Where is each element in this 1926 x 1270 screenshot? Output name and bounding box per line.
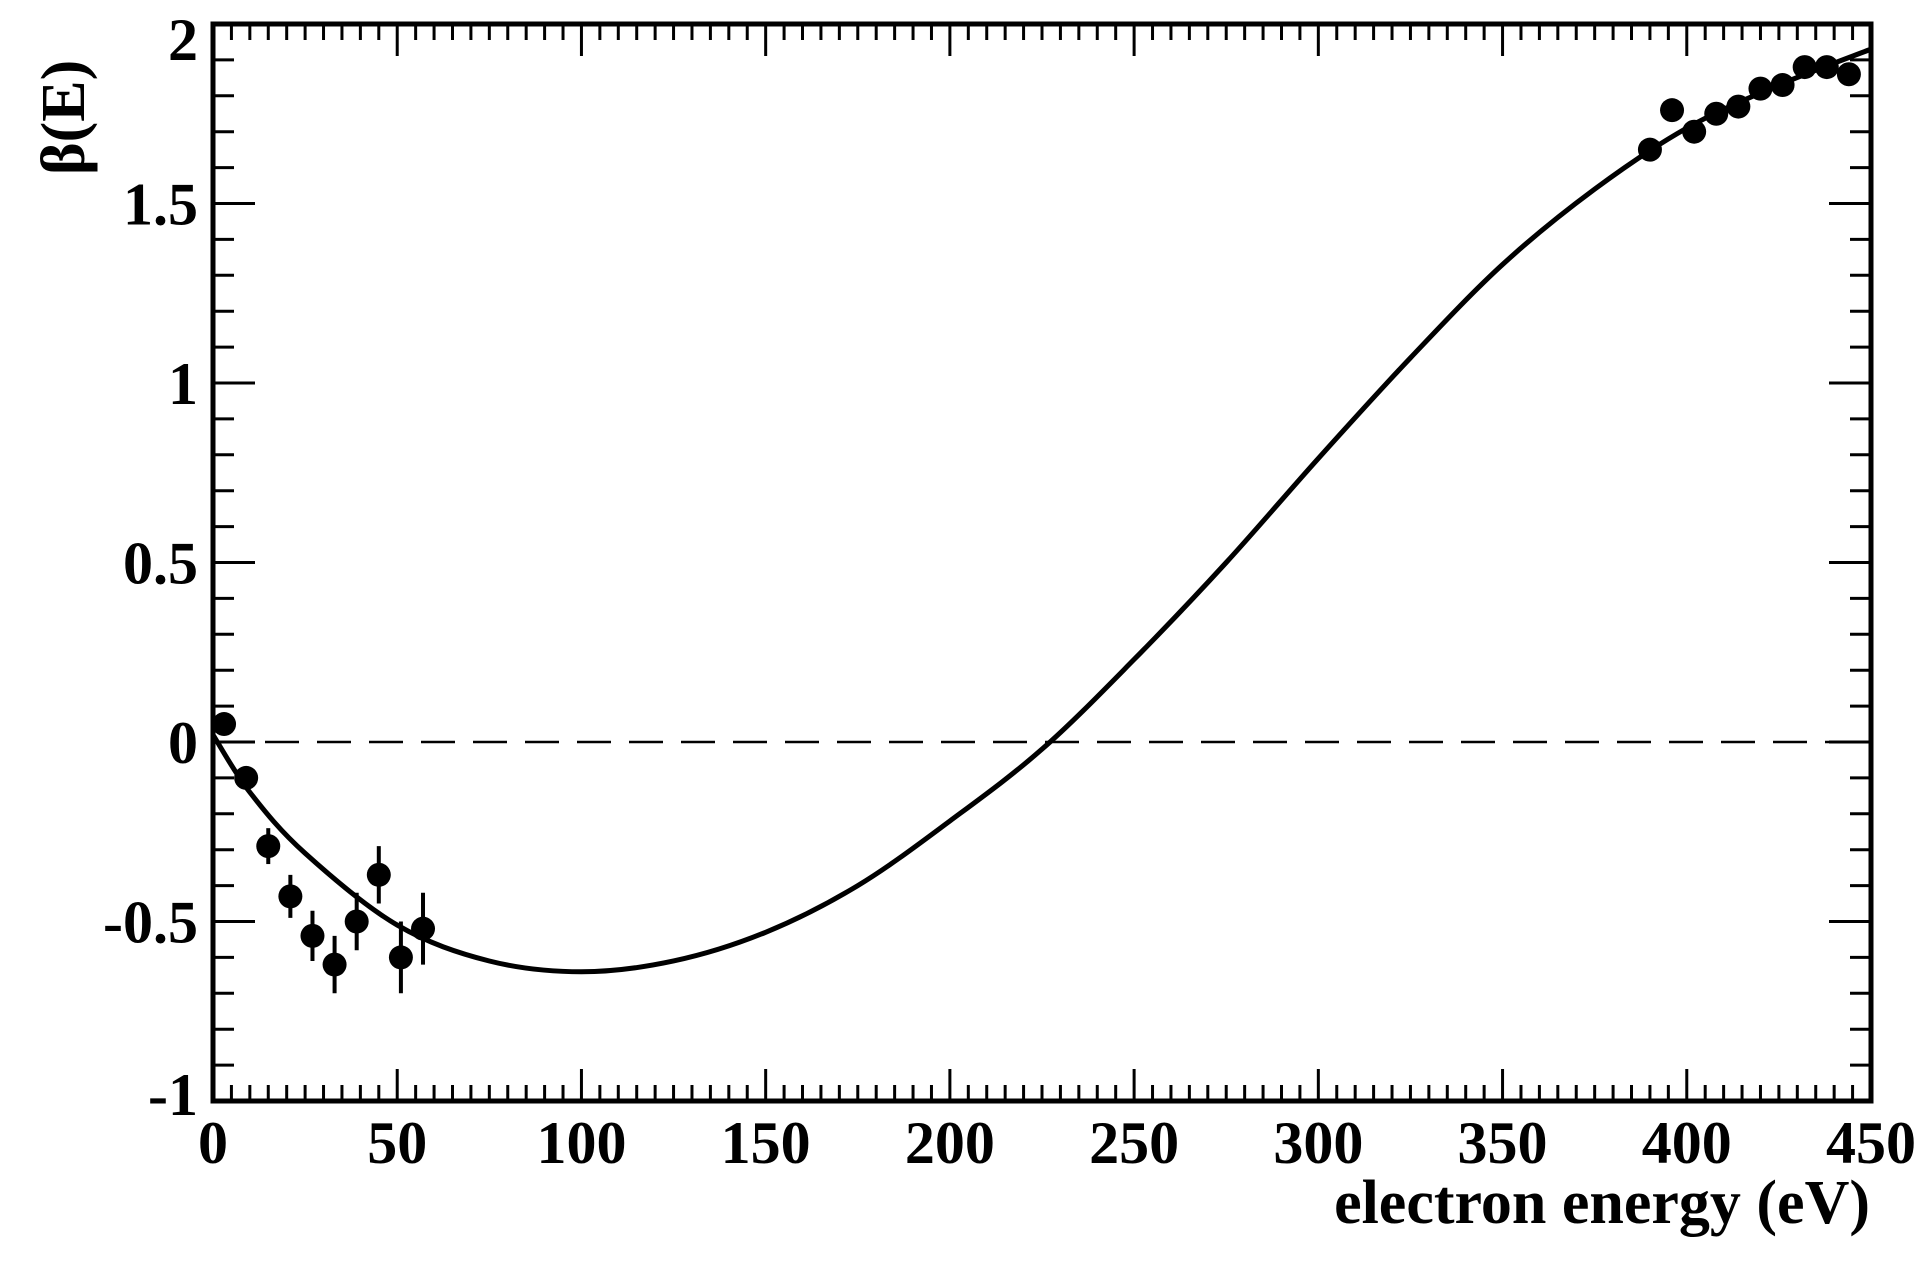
data-point bbox=[1726, 94, 1751, 119]
data-point bbox=[1682, 119, 1707, 144]
data-point-marker bbox=[1726, 94, 1751, 119]
x-tick-label: 150 bbox=[721, 1110, 811, 1176]
data-point bbox=[256, 828, 281, 865]
data-point bbox=[322, 935, 347, 994]
data-point-marker bbox=[1704, 101, 1729, 126]
y-tick-label: 0.5 bbox=[123, 531, 198, 597]
data-point bbox=[234, 765, 259, 790]
data-point-marker bbox=[366, 862, 391, 887]
data-point-marker bbox=[1682, 119, 1707, 144]
data-point-marker bbox=[300, 923, 325, 948]
data-point-marker bbox=[256, 834, 281, 859]
data-point-marker bbox=[1660, 98, 1685, 123]
data-point bbox=[1748, 76, 1773, 101]
x-tick-label: 0 bbox=[198, 1110, 228, 1176]
data-point bbox=[1814, 55, 1839, 80]
x-tick-labels: 0 50 100 150 200 250 300 350 400 450 bbox=[198, 1110, 1916, 1176]
data-point bbox=[1660, 98, 1685, 123]
x-tick-label: 300 bbox=[1273, 1110, 1363, 1176]
fit-curve bbox=[210, 46, 1872, 975]
y-tick-label: -1 bbox=[148, 1062, 198, 1128]
data-point bbox=[411, 892, 436, 965]
data-point-marker bbox=[1792, 55, 1817, 80]
data-point bbox=[344, 892, 369, 951]
plot-area-border bbox=[210, 21, 1874, 1104]
x-tick-label: 400 bbox=[1642, 1110, 1732, 1176]
data-point-marker bbox=[1748, 76, 1773, 101]
x-tick-label: 450 bbox=[1826, 1110, 1916, 1176]
data-point bbox=[278, 874, 303, 918]
data-point-marker bbox=[388, 945, 413, 970]
y-tick-labels: -1 -0.5 0 0.5 1 1.5 2 bbox=[103, 7, 198, 1128]
x-tick-label: 350 bbox=[1458, 1110, 1548, 1176]
y-tick-label: 1 bbox=[168, 351, 198, 417]
y-tick-label: -0.5 bbox=[103, 890, 198, 956]
x-tick-label: 250 bbox=[1089, 1110, 1179, 1176]
data-point bbox=[212, 712, 237, 737]
fit-curve-layer bbox=[210, 46, 1872, 975]
data-point bbox=[1836, 62, 1861, 87]
data-point-marker bbox=[212, 712, 237, 737]
axis-ticks bbox=[211, 22, 1873, 1103]
data-point-marker bbox=[344, 909, 369, 934]
data-points-layer bbox=[212, 55, 1861, 994]
data-point-marker bbox=[1770, 73, 1795, 98]
data-point-marker bbox=[1637, 137, 1662, 162]
data-point-marker bbox=[278, 884, 303, 909]
x-tick-label: 100 bbox=[536, 1110, 626, 1176]
x-tick-label: 50 bbox=[367, 1110, 427, 1176]
data-point bbox=[388, 921, 413, 994]
x-axis-label: electron energy (eV) bbox=[1334, 1169, 1870, 1237]
plot-frame bbox=[210, 21, 1874, 1104]
y-tick-label: 1.5 bbox=[123, 172, 198, 238]
data-point bbox=[300, 910, 325, 961]
x-tick-label: 200 bbox=[905, 1110, 995, 1176]
data-point bbox=[1770, 73, 1795, 98]
y-tick-label: 0 bbox=[168, 710, 198, 776]
data-point-marker bbox=[322, 952, 347, 977]
data-point-marker bbox=[1836, 62, 1861, 87]
data-point bbox=[1792, 55, 1817, 80]
data-point bbox=[1637, 137, 1662, 162]
data-point-marker bbox=[1814, 55, 1839, 80]
data-point-marker bbox=[234, 765, 259, 790]
data-point-marker bbox=[411, 916, 436, 941]
y-tick-label: 2 bbox=[168, 7, 198, 73]
y-axis-label: β(E) bbox=[30, 60, 98, 175]
data-point bbox=[1704, 101, 1729, 126]
data-point bbox=[366, 846, 391, 904]
